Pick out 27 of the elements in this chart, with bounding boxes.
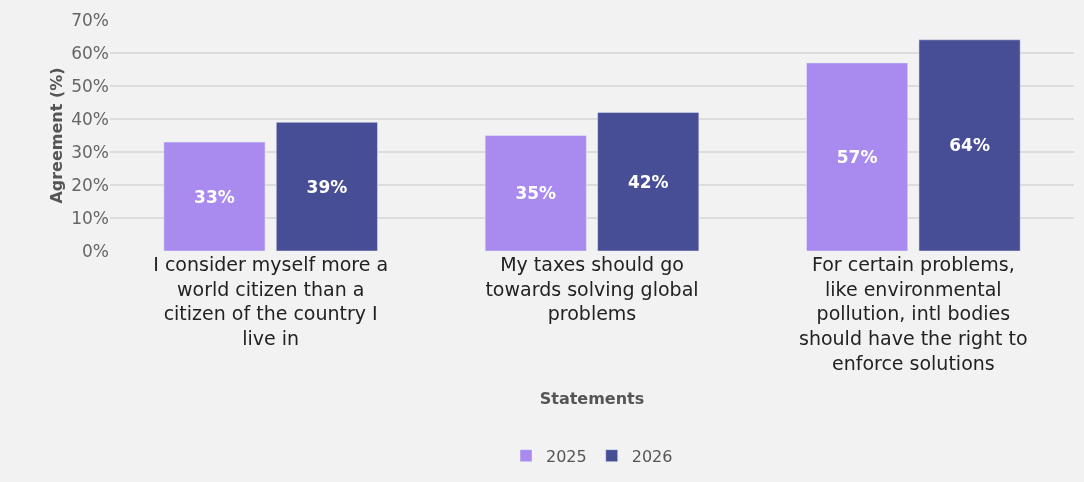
data-label: 35% <box>515 183 557 204</box>
y-tick-label: 20% <box>71 174 109 195</box>
y-tick-label: 10% <box>71 207 109 228</box>
bar <box>918 39 1021 251</box>
bar <box>806 62 908 251</box>
y-axis-title: Agreement (%) <box>47 67 67 204</box>
y-tick-label: 30% <box>71 141 109 162</box>
bar <box>597 112 700 251</box>
y-tick-label: 0% <box>82 240 109 261</box>
bar <box>163 141 266 251</box>
y-tick-label: 40% <box>71 108 109 129</box>
x-tick-label: My taxes should go towards solving global problems <box>485 253 699 325</box>
x-tick-label: For certain problems, like environmental pollution, intl bodies should have the right to enforce solutions <box>799 253 1028 374</box>
data-label: 39% <box>306 176 348 197</box>
bar <box>484 135 587 251</box>
y-tick-label: 70% <box>71 9 109 30</box>
legend-label: 2025 <box>546 446 587 466</box>
data-label: 42% <box>627 171 669 192</box>
x-tick-label: I consider myself more a world citizen than a citizen of the country I live in <box>153 253 389 350</box>
bar <box>276 122 378 251</box>
data-label: 64% <box>949 135 990 156</box>
y-tick-label: 50% <box>71 75 109 96</box>
legend-label: 2026 <box>631 446 673 466</box>
y-tick-label: 60% <box>71 42 109 63</box>
x-axis-title: Statements <box>539 389 645 409</box>
data-label: 33% <box>194 186 235 207</box>
data-label: 57% <box>836 146 878 167</box>
